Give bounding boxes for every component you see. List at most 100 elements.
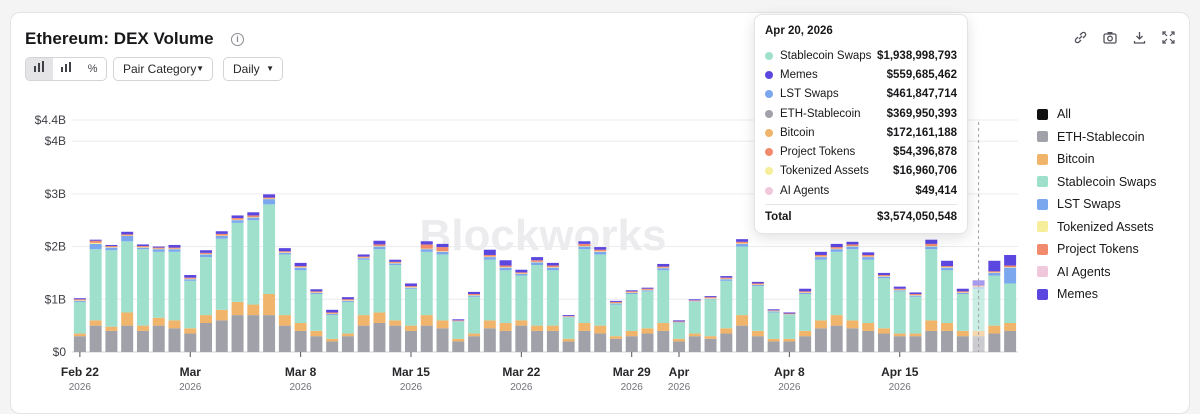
legend-label: Tokenized Assets: [1057, 219, 1154, 234]
bar-segment: [925, 246, 938, 247]
legend-item[interactable]: Bitcoin: [1037, 148, 1156, 171]
bar-segment: [988, 272, 1001, 276]
bar-segment: [499, 260, 512, 266]
bar-segment: [294, 267, 307, 268]
bar-segment: [594, 251, 607, 255]
bar-segment: [925, 243, 938, 247]
chart-view-toggle[interactable]: %: [25, 57, 107, 81]
interval-dropdown[interactable]: Daily ▼: [223, 57, 283, 81]
bar-segment: [152, 249, 165, 252]
download-icon[interactable]: [1133, 31, 1146, 47]
bar-segment: [641, 289, 654, 291]
bar-segment: [200, 257, 213, 316]
bar-segment: [468, 295, 481, 296]
tooltip-total-value: $3,574,050,548: [877, 211, 957, 223]
bar-stack: [499, 260, 512, 352]
bar-segment: [436, 251, 449, 252]
legend-item[interactable]: Project Tokens: [1037, 238, 1156, 261]
legend-item[interactable]: All: [1037, 103, 1156, 126]
tooltip-dot: [765, 186, 773, 195]
bar-segment: [294, 323, 307, 331]
bar-segment: [830, 248, 843, 250]
bar-segment: [546, 267, 559, 271]
bar-segment: [168, 328, 181, 352]
bar-segment: [909, 336, 922, 352]
bar-segment: [152, 246, 165, 248]
bar-segment: [688, 336, 701, 352]
legend-item[interactable]: AI Agents: [1037, 261, 1156, 284]
tooltip-row: Stablecoin Swaps $1,938,998,793: [765, 46, 957, 65]
bar-segment: [531, 257, 544, 261]
bar-segment: [357, 254, 370, 257]
bar-segment: [767, 341, 780, 352]
x-tick-label: Mar 8: [285, 365, 317, 379]
bar-segment: [73, 300, 86, 302]
pair-category-dropdown[interactable]: Pair Category ▼: [113, 57, 213, 81]
legend-label: Stablecoin Swaps: [1057, 174, 1157, 189]
tooltip-row: Bitcoin $172,161,188: [765, 123, 957, 142]
bar-segment: [625, 292, 638, 293]
bar-stack: [688, 299, 701, 352]
bar-segment: [310, 292, 323, 293]
bar-segment: [263, 198, 276, 200]
bar-segment: [783, 338, 796, 342]
expand-icon[interactable]: [1162, 31, 1175, 47]
bar-segment: [357, 315, 370, 326]
tooltip-dot: [765, 109, 773, 118]
bar-stack: [389, 259, 402, 352]
legend-swatch: [1037, 176, 1048, 188]
stacked-bar-icon[interactable]: [53, 58, 80, 80]
bar-segment: [609, 300, 622, 302]
tooltip-row: AI Agents $49,414: [765, 181, 957, 200]
bar-segment: [499, 330, 512, 352]
tooltip-dot: [765, 167, 773, 176]
legend-item[interactable]: Stablecoin Swaps: [1037, 171, 1156, 194]
bar-segment: [641, 288, 654, 290]
bar-segment: [420, 325, 433, 352]
bar-segment: [751, 281, 764, 284]
bar-segment: [515, 272, 528, 274]
bar-segment: [862, 252, 875, 255]
tooltip-row-value: $369,950,393: [886, 107, 957, 120]
bar-segment: [688, 299, 701, 301]
legend-item[interactable]: LST Swaps: [1037, 193, 1156, 216]
percent-icon[interactable]: %: [87, 63, 98, 75]
bar-segment: [263, 315, 276, 352]
bar-segment: [483, 249, 496, 255]
camera-icon[interactable]: [1103, 31, 1117, 47]
bar-segment: [988, 272, 1001, 273]
bar-segment: [673, 320, 686, 322]
bar-segment: [988, 275, 1001, 326]
x-tick-label: Apr: [669, 365, 690, 379]
tooltip-row-label: Project Tokens: [780, 146, 856, 159]
legend-swatch: [1037, 198, 1048, 210]
bar-segment: [972, 280, 985, 286]
bar-chart-icon[interactable]: [26, 58, 53, 80]
bar-segment: [736, 239, 749, 242]
tooltip-dot: [765, 51, 773, 60]
bar-stack: [736, 239, 749, 352]
bar-segment: [105, 247, 118, 251]
bar-segment: [751, 283, 764, 285]
link-icon[interactable]: [1074, 31, 1087, 47]
bar-segment: [846, 328, 859, 352]
bar-segment: [720, 276, 733, 278]
bar-segment: [215, 231, 228, 234]
bars: [73, 122, 1017, 352]
info-icon[interactable]: i: [231, 33, 244, 46]
bar-segment: [877, 278, 890, 329]
bar-stack: [562, 315, 575, 352]
bar-segment: [483, 259, 496, 321]
legend-item[interactable]: Tokenized Assets: [1037, 216, 1156, 239]
y-tick-label: $1B: [45, 292, 66, 306]
bar-segment: [956, 330, 969, 337]
bar-segment: [704, 298, 717, 299]
bar-segment: [720, 279, 733, 281]
legend-item[interactable]: Memes: [1037, 283, 1156, 306]
bar-segment: [562, 315, 575, 317]
x-axis: Feb 22 2026 Mar 2026 Mar 8 2026 Mar 15 2026 Mar …: [61, 352, 919, 393]
legend-item[interactable]: ETH-Stablecoin: [1037, 126, 1156, 149]
tooltip-row: Tokenized Assets $16,960,706: [765, 162, 957, 181]
bar-segment: [531, 265, 544, 326]
bar-segment: [688, 300, 701, 301]
